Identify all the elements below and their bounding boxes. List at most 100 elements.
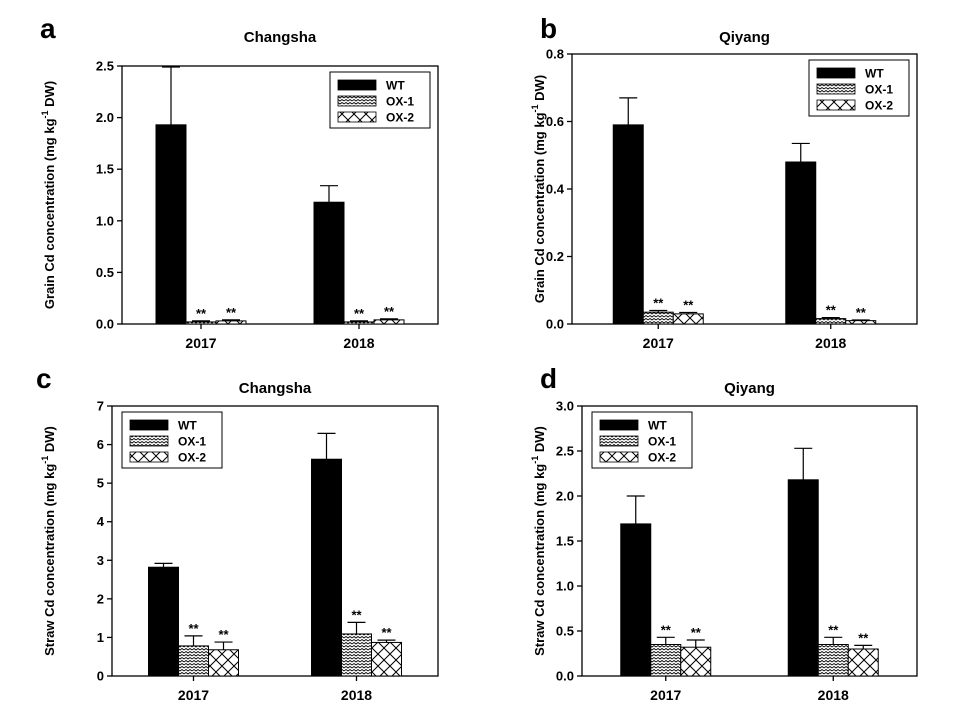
y-tick-label: 2: [97, 591, 104, 606]
panel-letter: b: [540, 13, 557, 44]
legend-label: OX-1: [648, 435, 676, 449]
crosshatch-icon: [337, 111, 377, 123]
legend-label: WT: [178, 419, 197, 433]
y-tick-label: 0.5: [96, 265, 114, 280]
significance-label: **: [381, 625, 392, 640]
y-tick-label: 1.0: [96, 213, 114, 228]
significance-label: **: [218, 627, 229, 642]
solid-fill-icon: [129, 419, 169, 431]
bar-ox-2: [208, 649, 239, 677]
legend-label: WT: [386, 79, 405, 93]
x-tick-label: 2017: [643, 335, 674, 351]
y-tick-label: 4: [97, 514, 105, 529]
legend-label: WT: [648, 419, 667, 433]
bar-wt: [311, 458, 342, 677]
x-tick-label: 2017: [178, 687, 209, 703]
y-tick-label: 2.5: [556, 444, 574, 459]
bar-wt: [155, 124, 187, 325]
crosshatch-icon: [129, 451, 169, 463]
significance-label: **: [351, 607, 362, 622]
legend: WT OX-1 OX-2: [121, 411, 223, 469]
y-tick-label: 1: [97, 630, 104, 645]
legend-label: WT: [865, 67, 884, 81]
wave-hatch-icon: [337, 95, 377, 107]
bar-wt: [313, 201, 345, 325]
bar-ox-1: [341, 633, 372, 677]
legend-label: OX-1: [865, 83, 893, 97]
legend: WT OX-1 OX-2: [591, 411, 693, 469]
x-tick-label: 2017: [650, 687, 681, 703]
panel-letter: c: [36, 363, 52, 394]
significance-label: **: [858, 630, 869, 645]
legend: WT OX-1 OX-2: [329, 71, 431, 129]
crosshatch-icon: [816, 99, 856, 111]
y-axis-label: Straw Cd concentration (mg kg-1 DW): [530, 426, 547, 656]
wave-hatch-icon: [816, 83, 856, 95]
bar-ox-2: [845, 320, 877, 325]
significance-label: **: [683, 298, 694, 313]
bar-wt: [148, 566, 179, 677]
bar-ox-1: [650, 644, 682, 677]
y-tick-label: 0.8: [546, 47, 564, 62]
bar-wt: [620, 523, 652, 677]
y-tick-label: 7: [97, 399, 104, 414]
bar-ox-2: [672, 313, 704, 325]
x-tick-label: 2018: [818, 687, 849, 703]
crosshatch-icon: [599, 451, 639, 463]
significance-label: **: [226, 305, 237, 320]
panel-title: Changsha: [239, 380, 312, 397]
bar-ox-1: [642, 311, 674, 325]
significance-label: **: [826, 303, 837, 318]
bar-wt: [785, 161, 817, 325]
panel-letter: a: [40, 13, 56, 44]
y-tick-label: 1.5: [556, 534, 574, 549]
panel-d: d Qiyang 0.0 0.5 1.0 1.5 2.0 2.5 3.0 Straw Cd con…: [530, 363, 918, 703]
y-tick-label: 3: [97, 553, 104, 568]
y-tick-label: 0.0: [556, 669, 574, 684]
y-tick-label: 6: [97, 437, 104, 452]
bar-ox-1: [815, 318, 847, 325]
solid-fill-icon: [337, 79, 377, 91]
y-tick-label: 0.6: [546, 114, 564, 129]
plot-frame: [121, 65, 439, 325]
legend-label: OX-1: [178, 435, 206, 449]
significance-label: **: [354, 306, 365, 321]
legend-label: OX-2: [865, 99, 893, 113]
panel-c: c Changsha 0 1 2 3 4 5 6 7 Straw Cd concentration …: [36, 363, 439, 703]
legend-label: OX-2: [648, 451, 676, 465]
significance-label: **: [384, 304, 395, 319]
significance-label: **: [661, 622, 672, 637]
panel-letter: d: [540, 363, 557, 394]
y-tick-label: 0.5: [556, 624, 574, 639]
y-tick-label: 2.5: [96, 59, 114, 74]
legend: WT OX-1 OX-2: [808, 59, 910, 117]
legend-label: OX-1: [386, 95, 414, 109]
y-axis-label: Straw Cd concentration (mg kg-1 DW): [40, 426, 57, 656]
solid-fill-icon: [816, 67, 856, 79]
significance-label: **: [691, 625, 702, 640]
significance-label: **: [828, 622, 839, 637]
bar-ox-1: [817, 644, 849, 677]
solid-fill-icon: [599, 419, 639, 431]
bar-wt: [612, 124, 644, 325]
y-tick-label: 1.5: [96, 162, 114, 177]
y-tick-label: 0.2: [546, 249, 564, 264]
panel-title: Qiyang: [724, 380, 775, 397]
y-tick-label: 0.4: [546, 182, 565, 197]
y-tick-label: 0.0: [96, 317, 114, 332]
x-tick-label: 2018: [343, 335, 374, 351]
wave-hatch-icon: [129, 435, 169, 447]
bar-wt: [787, 479, 819, 677]
y-tick-label: 2.0: [96, 110, 114, 125]
panel-b: b Qiyang 0.0 0.2 0.4 0.6 0.8 Grain Cd concentra…: [530, 13, 918, 351]
bar-ox-1: [185, 321, 217, 325]
x-tick-label: 2018: [815, 335, 846, 351]
bar-ox-2: [373, 319, 405, 325]
y-axis-label: Grain Cd concentration (mg kg-1 DW): [40, 81, 57, 309]
panel-title: Qiyang: [719, 29, 770, 46]
significance-label: **: [196, 306, 207, 321]
wave-hatch-icon: [599, 435, 639, 447]
y-tick-label: 2.0: [556, 489, 574, 504]
y-tick-label: 1.0: [556, 579, 574, 594]
